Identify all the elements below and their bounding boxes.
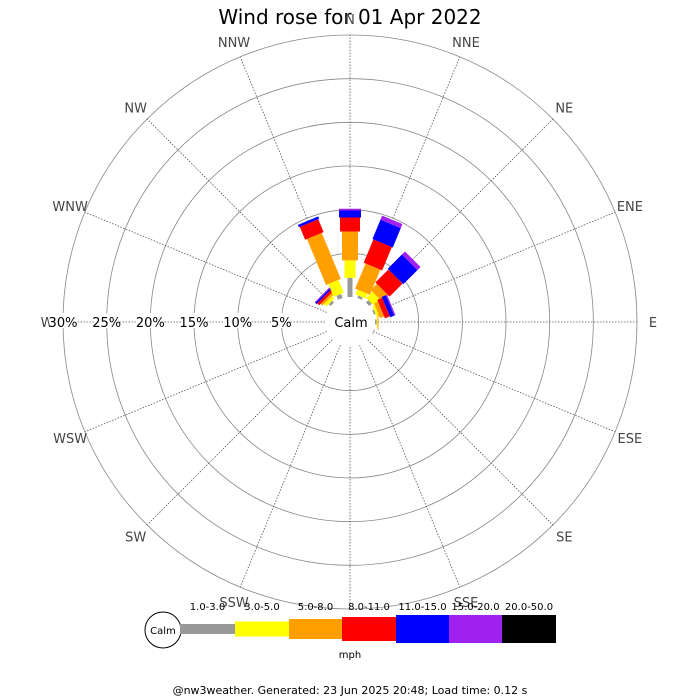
svg-text:25%: 25% [92, 316, 121, 331]
svg-text:11.0-15.0: 11.0-15.0 [398, 602, 446, 613]
legend-calm-label: Calm [150, 626, 176, 637]
bar-nw-11.0-15.0 [315, 287, 333, 305]
svg-text:10%: 10% [223, 316, 252, 331]
direction-label-wsw: WSW [53, 432, 87, 447]
bar-nw-3.0-5.0 [324, 296, 335, 307]
direction-label-nw: NW [124, 102, 147, 117]
chart-title: Wind rose for 01 Apr 2022 [218, 5, 481, 29]
calm-label: Calm [334, 316, 367, 331]
ring-label-20: 20% [136, 313, 165, 331]
bar-ne-1.0-3.0 [365, 300, 372, 307]
bar-nne-1.0-3.0 [357, 295, 363, 300]
svg-text:30%: 30% [49, 316, 78, 331]
bar-nw-5.0-8.0 [320, 292, 334, 306]
footer-text: @nw3weather. Generated: 23 Jun 2025 20:4… [173, 684, 528, 697]
direction-label-nne: NNE [452, 36, 480, 51]
bar-ene-3.0-5.0 [372, 305, 380, 317]
bar-nne-3.0-5.0 [355, 289, 368, 299]
svg-text:20.0-50.0: 20.0-50.0 [505, 602, 553, 613]
legend-item-20.0-50.0: 20.0-50.0 [502, 602, 556, 643]
bar-ne-3.0-5.0 [366, 291, 381, 306]
legend: Calm 1.0-3.0 3.0-5.0 5.0-8.0 8.0-11.0 11.0-1… [144, 602, 556, 661]
ring-label-10: 10% [223, 313, 252, 331]
svg-text:20%: 20% [136, 316, 165, 331]
bar-ese-1.0-3.0 [372, 329, 375, 335]
bar-nnw-1.0-3.0 [336, 293, 343, 300]
ring-label-25: 25% [92, 313, 121, 331]
ring-label-30: 30% [49, 313, 78, 331]
bar-e-1.0-3.0 [375, 319, 377, 325]
direction-label-wnw: WNW [52, 200, 88, 215]
svg-text:8.0-11.0: 8.0-11.0 [348, 602, 390, 613]
bar-nw-1.0-3.0 [328, 300, 335, 307]
bar-e-5.0-8.0 [377, 314, 379, 330]
bar-nnw-3.0-5.0 [328, 279, 344, 297]
bar-nne-11.0-15.0 [372, 219, 401, 248]
svg-text:15.0-20.0: 15.0-20.0 [451, 602, 499, 613]
direction-label-ese: ESE [618, 432, 643, 447]
svg-text:5.0-8.0: 5.0-8.0 [298, 602, 333, 613]
calm-center: Calm [325, 297, 375, 347]
legend-item-3.0-5.0: 3.0-5.0 [235, 602, 289, 637]
ring-label-15: 15% [180, 313, 209, 331]
svg-text:3.0-5.0: 3.0-5.0 [244, 602, 279, 613]
bar-n-3.0-5.0 [344, 260, 356, 278]
svg-text:5%: 5% [271, 316, 292, 331]
legend-item-1.0-3.0: 1.0-3.0 [180, 602, 235, 634]
bar-nnw-11.0-15.0 [297, 216, 320, 228]
direction-label-ne: NE [555, 102, 573, 117]
bar-nw-8.0-11.0 [317, 289, 334, 306]
svg-text:15%: 15% [180, 316, 209, 331]
bar-ne-11.0-15.0 [387, 254, 418, 285]
bar-n-5.0-8.0 [342, 231, 358, 261]
legend-item-11.0-15.0: 11.0-15.0 [396, 602, 449, 643]
wind-bars [297, 208, 421, 335]
direction-label-se: SE [556, 530, 572, 545]
bar-ne-8.0-11.0 [375, 269, 403, 297]
direction-label-ssw: SSW [219, 596, 249, 611]
bar-n-8.0-11.0 [340, 217, 360, 232]
bar-nnw-8.0-11.0 [299, 219, 324, 240]
bar-n-1.0-3.0 [347, 277, 353, 297]
direction-label-ene: ENE [617, 200, 643, 215]
bar-nne-8.0-11.0 [363, 239, 392, 271]
bar-ene-15.0-20.0 [385, 294, 396, 316]
bar-ene-11.0-15.0 [381, 295, 395, 318]
ring-labels: 30% 25% 20% 15% 10% 5% [49, 313, 292, 331]
direction-label-nnw: NNW [218, 36, 250, 51]
direction-labels: NNNENEENEEESESESSESSSWSWWSWWWNWNWNNW [41, 13, 658, 634]
legend-unit-label: mph [339, 650, 361, 661]
bar-nne-5.0-8.0 [355, 263, 381, 295]
bar-nne-15.0-20.0 [380, 215, 403, 229]
bar-e-3.0-5.0 [376, 316, 378, 328]
bar-ene-8.0-11.0 [377, 297, 390, 319]
direction-label-sse: SSE [454, 596, 479, 611]
bar-nw-15.0-20.0 [314, 286, 331, 303]
bar-n-11.0-15.0 [339, 210, 361, 218]
bar-n-15.0-20.0 [339, 208, 361, 211]
legend-item-8.0-11.0: 8.0-11.0 [342, 602, 396, 641]
direction-label-n: N [345, 13, 355, 28]
ring-label-5: 5% [271, 313, 292, 331]
svg-text:1.0-3.0: 1.0-3.0 [190, 602, 225, 613]
bar-nnw-5.0-8.0 [306, 232, 341, 286]
legend-item-15.0-20.0: 15.0-20.0 [449, 602, 502, 643]
bar-ene-1.0-3.0 [372, 309, 376, 315]
direction-label-e: E [649, 316, 657, 331]
bar-ene-5.0-8.0 [374, 301, 385, 319]
legend-item-5.0-8.0: 5.0-8.0 [289, 602, 342, 639]
direction-label-sw: SW [125, 530, 146, 545]
bar-ne-15.0-20.0 [401, 251, 421, 271]
